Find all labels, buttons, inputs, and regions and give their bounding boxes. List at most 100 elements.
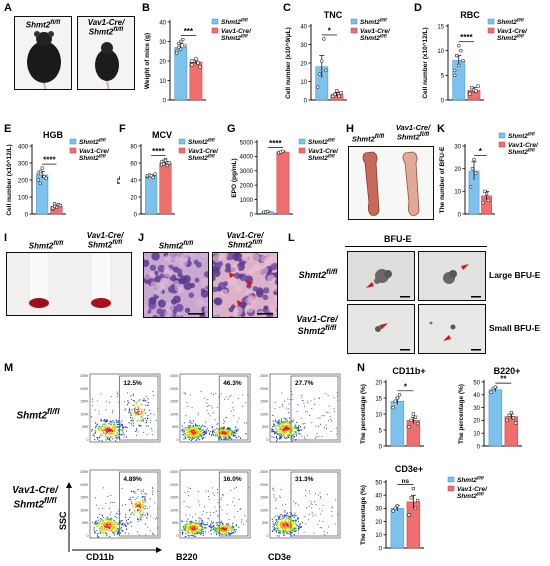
flow-event xyxy=(192,424,195,426)
flow-event xyxy=(220,432,222,434)
flow-event xyxy=(134,490,136,492)
flow-event xyxy=(186,520,188,522)
flow-event xyxy=(229,526,231,528)
flow-event xyxy=(186,526,188,528)
flow-event xyxy=(191,436,193,438)
flow-event xyxy=(201,438,203,440)
flow-event xyxy=(209,431,211,432)
flow-event xyxy=(128,522,130,524)
flow-event xyxy=(203,434,205,436)
flow-event xyxy=(292,433,294,436)
flow-event xyxy=(125,525,127,527)
flow-event xyxy=(184,526,186,528)
flow-event xyxy=(104,429,106,431)
flow-event xyxy=(196,430,198,432)
flow-event xyxy=(203,432,205,434)
flow-event xyxy=(181,529,183,531)
flow-event xyxy=(300,526,302,528)
flow-event xyxy=(228,427,230,430)
flow-gate-percentage: 27.7% xyxy=(295,380,314,387)
flow-event xyxy=(107,517,109,519)
flow-event xyxy=(304,438,306,440)
flow-event xyxy=(149,422,151,424)
flow-event xyxy=(192,530,194,532)
flow-event xyxy=(228,430,230,432)
flow-event xyxy=(113,530,116,532)
bar-chart-weight: Weight of mice (g)010203040***Shmt2fl/fl… xyxy=(144,18,252,105)
flow-event xyxy=(115,530,117,532)
flow-event xyxy=(146,493,147,495)
flow-event xyxy=(114,425,116,427)
flow-event xyxy=(107,495,109,497)
flow-event xyxy=(231,525,234,527)
flow-event xyxy=(293,529,295,531)
flow-event xyxy=(114,437,116,439)
flow-event xyxy=(215,522,217,524)
flow-event xyxy=(313,398,315,400)
flow-event xyxy=(109,523,111,525)
flow-event xyxy=(218,430,220,432)
flow-event xyxy=(246,520,247,522)
data-point xyxy=(509,411,513,415)
flow-event xyxy=(313,532,315,534)
flow-event xyxy=(141,413,143,415)
flow-event xyxy=(100,419,102,421)
flow-y-tick-label: 100K xyxy=(170,412,179,416)
cytoplasm xyxy=(269,255,277,264)
flow-event xyxy=(231,432,233,434)
flow-event xyxy=(219,395,221,397)
flow-event xyxy=(202,431,204,434)
flow-event xyxy=(191,432,193,434)
flow-event xyxy=(227,428,229,430)
flow-event xyxy=(234,429,236,431)
flow-event xyxy=(293,531,295,532)
flow-event xyxy=(108,423,110,425)
flow-event xyxy=(188,495,190,497)
flow-event xyxy=(102,429,104,431)
flow-event xyxy=(222,527,224,529)
flow-event xyxy=(110,431,112,433)
flow-event xyxy=(187,532,189,534)
flow-event xyxy=(228,429,231,431)
flow-event xyxy=(107,430,109,432)
flow-event xyxy=(283,430,285,432)
legend-swatch-ko xyxy=(178,147,186,154)
flow-event xyxy=(116,534,118,536)
flow-event xyxy=(291,527,293,529)
flow-event xyxy=(186,435,188,437)
flow-event xyxy=(187,427,190,429)
flow-event xyxy=(321,510,323,512)
flow-event xyxy=(226,434,228,436)
flow-event xyxy=(278,535,280,537)
flow-event xyxy=(105,522,107,524)
data-point xyxy=(163,158,168,163)
flow-event xyxy=(190,520,192,522)
flow-event xyxy=(141,412,143,414)
flow-event xyxy=(226,513,228,515)
flow-event xyxy=(139,505,142,507)
flow-event xyxy=(124,516,126,518)
flow-event xyxy=(201,435,203,437)
flow-event xyxy=(189,430,191,433)
flow-event xyxy=(216,529,219,531)
legend-label-ko-2: Shmt2fl/fl xyxy=(308,154,335,163)
data-point xyxy=(58,203,62,208)
flow-event xyxy=(121,520,123,522)
flow-event xyxy=(227,532,229,534)
flow-event xyxy=(224,438,226,440)
flow-event xyxy=(130,521,132,523)
flow-event xyxy=(133,514,135,516)
flow-event xyxy=(335,427,337,429)
flow-y-axis-arrow xyxy=(66,482,72,552)
cytoplasm xyxy=(219,253,229,260)
flow-event xyxy=(199,524,201,526)
y-tick-label: 10 xyxy=(375,412,382,418)
flow-event xyxy=(229,428,231,430)
flow-event xyxy=(284,430,286,432)
y-tick-label: 3000 xyxy=(240,169,254,175)
data-point xyxy=(470,166,474,171)
flow-event xyxy=(182,431,184,433)
flow-event xyxy=(230,431,232,433)
flow-event xyxy=(99,429,101,431)
flow-event xyxy=(114,425,116,427)
